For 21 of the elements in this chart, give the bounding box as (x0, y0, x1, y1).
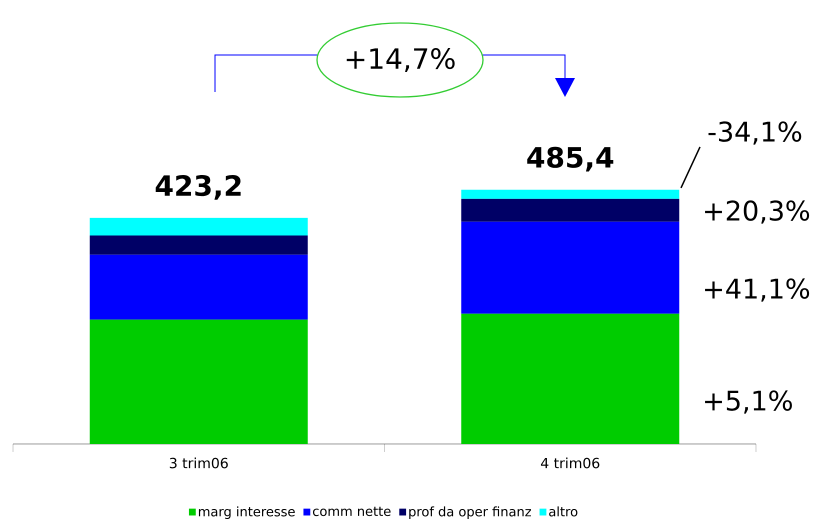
bar (90, 320, 308, 444)
legend-label: prof da oper finanz (409, 506, 532, 519)
text: 485,4 (527, 146, 614, 172)
bar (90, 235, 308, 255)
text: -34,1% (708, 121, 802, 145)
legend-label: altro (549, 506, 578, 516)
bar (461, 314, 680, 444)
legend-label: comm nette (312, 506, 391, 516)
annotation: +20,3% (705, 200, 810, 224)
x-tick-label: 4 trim06 (540, 458, 600, 468)
x-tick-label: 3 trim06 (170, 458, 228, 468)
bar (90, 254, 308, 320)
bar (461, 222, 680, 314)
text: +14,7% (346, 48, 455, 72)
bar (461, 190, 680, 199)
bar (90, 218, 308, 236)
annotation: +5,1% (705, 390, 792, 414)
legend-label: marg interesse (198, 506, 295, 519)
bar (461, 198, 680, 222)
annotation: 423,2 (156, 174, 241, 200)
annotation: +41,1% (705, 278, 810, 302)
